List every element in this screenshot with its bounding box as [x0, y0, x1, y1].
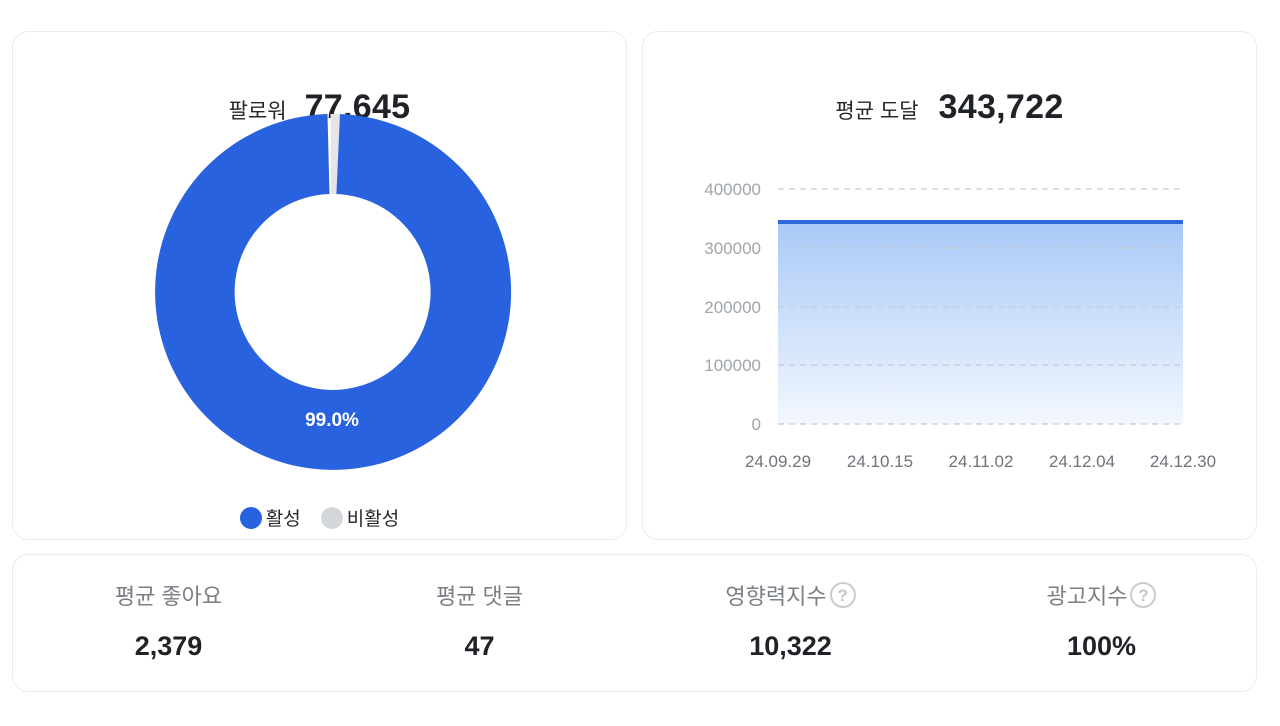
stat-label: 평균 좋아요: [114, 584, 223, 609]
legend-label-inactive: 비활성: [346, 509, 400, 530]
stat-avg-likes: 평균 좋아요 2,379: [13, 555, 324, 693]
stat-label: 광고지수: [1046, 584, 1128, 609]
chart-gridlines: [778, 188, 1184, 425]
svg-text:100000: 100000: [704, 356, 761, 375]
legend-item-active[interactable]: 활성: [239, 504, 301, 531]
reach-value: 343,722: [938, 88, 1064, 126]
legend-dot-inactive-icon: [320, 506, 343, 529]
stat-value: 2,379: [134, 631, 203, 661]
svg-text:24.10.15: 24.10.15: [847, 452, 913, 471]
legend-dot-active-icon: [239, 506, 262, 529]
donut-legend: 활성 비활성: [13, 504, 626, 531]
follower-donut-chart: [155, 113, 512, 470]
donut-slice-inactive[interactable]: [330, 113, 341, 194]
stat-label: 평균 댓글: [435, 584, 524, 609]
stat-value: 100%: [1066, 631, 1137, 661]
followers-label: 팔로워: [228, 100, 287, 123]
donut-percentage-label: 99.0%: [305, 410, 359, 431]
stat-avg-comments: 평균 댓글 47: [324, 555, 635, 693]
legend-item-inactive[interactable]: 비활성: [320, 504, 400, 531]
svg-text:300000: 300000: [704, 239, 761, 258]
svg-text:24.11.02: 24.11.02: [949, 452, 1014, 471]
reach-area-chart: 400000 300000 200000 100000 0 24.09.29 2…: [704, 180, 1216, 471]
svg-text:24.09.29: 24.09.29: [745, 452, 811, 471]
legend-label-active: 활성: [265, 509, 301, 530]
summary-stats-card: 평균 좋아요 2,379 평균 댓글 47 영향력지수 ? 10,322 광고지…: [12, 554, 1257, 692]
donut-slice-active[interactable]: [155, 114, 512, 470]
reach-label: 평균 도달: [835, 100, 919, 123]
stat-ad-index: 광고지수 ? 100%: [946, 555, 1257, 693]
followers-card: 팔로워 77,645 99.0% 활성 비활성: [12, 31, 627, 540]
stat-influence-index: 영향력지수 ? 10,322: [635, 555, 946, 693]
help-icon[interactable]: ?: [829, 582, 856, 608]
svg-text:400000: 400000: [704, 180, 761, 199]
stat-label: 영향력지수: [725, 584, 827, 609]
help-icon[interactable]: ?: [1130, 582, 1157, 608]
reach-header: 평균 도달 343,722: [643, 88, 1256, 127]
svg-text:24.12.04: 24.12.04: [1049, 452, 1115, 471]
svg-text:200000: 200000: [704, 298, 761, 317]
svg-text:24.12.30: 24.12.30: [1150, 452, 1216, 471]
svg-text:0: 0: [752, 415, 761, 434]
reach-area-fill: [778, 222, 1183, 424]
y-axis-labels: 400000 300000 200000 100000 0: [704, 180, 761, 434]
reach-card: 평균 도달 343,722 400000 300000 200000 10000…: [642, 31, 1257, 540]
stat-value: 10,322: [749, 631, 832, 661]
x-axis-labels: 24.09.29 24.10.15 24.11.02 24.12.04 24.1…: [745, 452, 1216, 471]
stat-value: 47: [464, 631, 495, 661]
